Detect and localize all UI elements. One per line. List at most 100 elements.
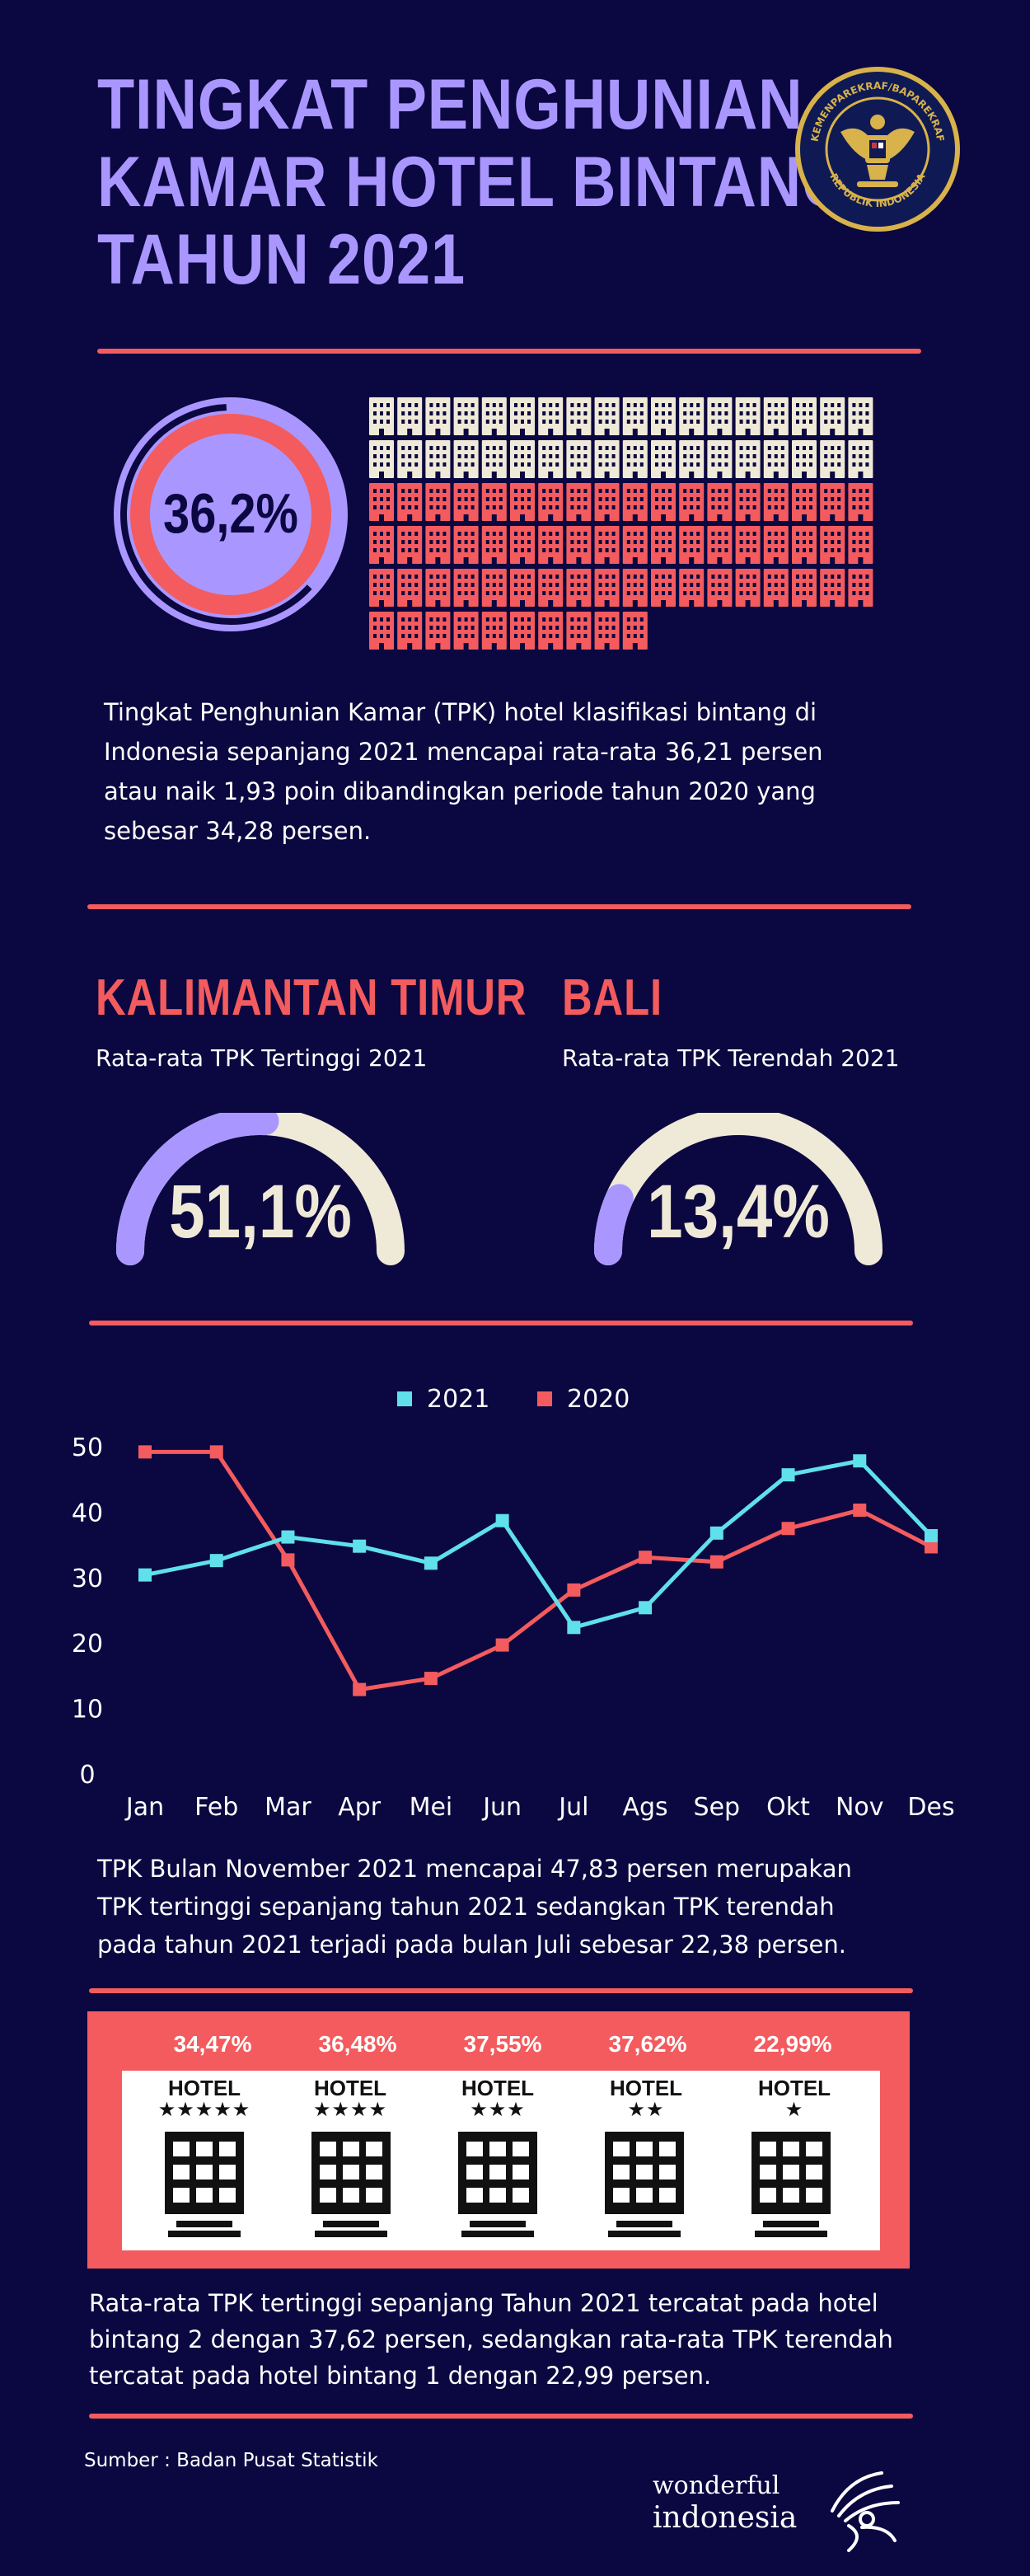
series-point [353, 1539, 367, 1553]
x-tick-label: Jun [481, 1793, 522, 1822]
y-tick-label: 50 [72, 1433, 103, 1462]
building-icon [651, 526, 676, 564]
building-icon [735, 483, 761, 521]
building-icon [510, 569, 535, 607]
x-tick-label: Mar [265, 1793, 311, 1822]
hotel-3-star-value: 37,55% [463, 2031, 542, 2057]
building-icon [453, 440, 479, 478]
building-icon [651, 440, 676, 478]
y-tick-label: 30 [72, 1565, 103, 1593]
building-icon [763, 526, 789, 564]
building-icon [425, 440, 451, 478]
building-icon [848, 569, 873, 607]
building-icon [510, 526, 535, 564]
building-icon [594, 569, 620, 607]
building-icon [707, 526, 733, 564]
garuda-icon [840, 115, 915, 187]
building-icon [453, 526, 479, 564]
building-icon [651, 483, 676, 521]
building-icon [369, 440, 394, 478]
divider-5 [89, 2414, 913, 2419]
hotel-1-star-rating: ★ [784, 2098, 804, 2121]
hotel-3-star-label: HOTEL [461, 2076, 535, 2100]
building-icon [510, 483, 535, 521]
x-tick-label: Sep [694, 1793, 741, 1822]
hotel-building-icon [751, 2132, 831, 2237]
series-point [567, 1621, 581, 1635]
building-icon [763, 397, 789, 435]
source-note: Sumber : Badan Pusat Statistik [84, 2450, 378, 2471]
building-icon [453, 397, 479, 435]
building-icon [538, 397, 564, 435]
building-icon [425, 612, 451, 650]
tpk-donut-chart: 36,2% [114, 397, 348, 631]
building-icon [481, 483, 507, 521]
hotel-4-star-value: 36,48% [318, 2031, 397, 2057]
building-icon [735, 569, 761, 607]
building-icon [369, 569, 394, 607]
series-point [639, 1601, 653, 1615]
brand-wordmark-line-1: wonderful [653, 2471, 780, 2500]
building-icon [369, 397, 394, 435]
building-icon [848, 397, 873, 435]
building-icon [481, 440, 507, 478]
building-icon [622, 612, 648, 650]
building-icon [481, 569, 507, 607]
series-point [209, 1554, 223, 1568]
summary-paragraph: Tingkat Penghunian Kamar (TPK) hotel kla… [104, 692, 928, 851]
series-point [281, 1553, 295, 1567]
gauge-fill [116, 1113, 279, 1265]
building-icon [425, 483, 451, 521]
ministry-emblem: KEMENPAREKRAF/BAPAREKRAF REPUBLIK INDONE… [795, 67, 960, 232]
building-icon [707, 569, 733, 607]
hotel-note-line-2: bintang 2 dengan 37,62 persen, sedangkan… [89, 2325, 893, 2353]
summary-line-3: atau naik 1,93 poin dibandingkan periode… [104, 777, 816, 805]
divider-1 [97, 349, 921, 354]
chart-note-line-3: pada tahun 2021 terjadi pada bulan Juli … [97, 1931, 846, 1959]
legend-label: 2021 [427, 1385, 489, 1414]
building-icon [538, 483, 564, 521]
building-icon [622, 526, 648, 564]
series-point [781, 1468, 795, 1482]
building-icon [679, 526, 705, 564]
building-icon [792, 569, 817, 607]
divider-3 [89, 1321, 913, 1326]
series-point [495, 1513, 509, 1527]
building-icon [425, 569, 451, 607]
building-icon [594, 526, 620, 564]
building-icon [763, 483, 789, 521]
building-icon [481, 397, 507, 435]
summary-line-2: Indonesia sepanjang 2021 mencapai rata-r… [104, 738, 823, 766]
building-icon [651, 397, 676, 435]
building-icon [425, 526, 451, 564]
gauge-bali [594, 1113, 883, 1265]
hotel-building-icons [165, 2132, 831, 2237]
building-icon [453, 612, 479, 650]
series-point [138, 1568, 152, 1582]
hotel-2-star-label: HOTEL [609, 2076, 683, 2100]
building-icon [566, 526, 592, 564]
series-point [567, 1583, 581, 1597]
title-line-3: TAHUN 2021 [97, 220, 466, 299]
hotel-building-icon [605, 2132, 684, 2237]
building-icon [622, 440, 648, 478]
chart-note: TPK Bulan November 2021 mencapai 47,83 p… [97, 1850, 929, 1964]
legend-label: 2020 [567, 1385, 630, 1414]
series-point [138, 1445, 152, 1459]
building-icon [820, 440, 845, 478]
building-icon [453, 483, 479, 521]
brand-wordmark-line-2: indonesia [653, 2501, 798, 2535]
building-icon [651, 569, 676, 607]
building-icon [792, 397, 817, 435]
building-icon [820, 526, 845, 564]
building-icon [792, 526, 817, 564]
series-point [353, 1682, 367, 1696]
building-icon [848, 440, 873, 478]
series-point [925, 1528, 938, 1542]
building-icon [538, 526, 564, 564]
x-tick-label: Apr [338, 1793, 382, 1822]
building-icon [510, 397, 535, 435]
series-point [853, 1454, 867, 1468]
hotel-2-star-value: 37,62% [608, 2031, 687, 2057]
hotel-building-icon [165, 2132, 244, 2237]
